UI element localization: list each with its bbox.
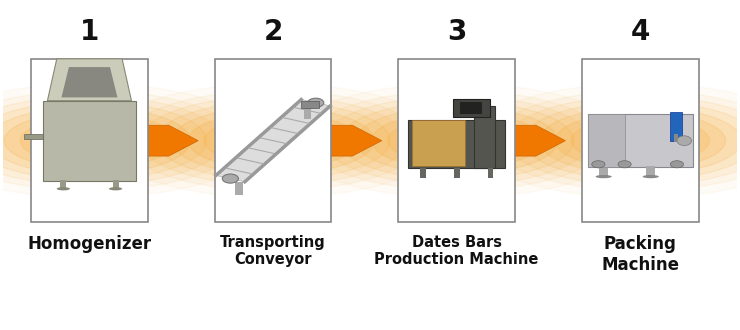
Bar bbox=[674, 134, 678, 142]
Ellipse shape bbox=[670, 161, 684, 168]
Ellipse shape bbox=[188, 112, 358, 169]
Ellipse shape bbox=[0, 91, 238, 191]
FancyBboxPatch shape bbox=[412, 120, 465, 166]
Bar bbox=[303, 106, 311, 119]
Ellipse shape bbox=[587, 123, 693, 158]
FancyBboxPatch shape bbox=[215, 59, 332, 222]
Ellipse shape bbox=[596, 175, 612, 178]
Ellipse shape bbox=[403, 123, 510, 158]
Ellipse shape bbox=[571, 117, 710, 164]
Ellipse shape bbox=[222, 174, 238, 183]
Text: 1: 1 bbox=[80, 18, 99, 46]
Bar bbox=[235, 182, 243, 195]
Ellipse shape bbox=[323, 96, 590, 185]
FancyBboxPatch shape bbox=[31, 59, 148, 222]
Text: 3: 3 bbox=[447, 18, 466, 46]
Ellipse shape bbox=[109, 187, 122, 190]
Ellipse shape bbox=[592, 161, 605, 168]
Bar bbox=[420, 168, 426, 178]
Text: Dates Bars
Production Machine: Dates Bars Production Machine bbox=[374, 235, 539, 267]
FancyBboxPatch shape bbox=[588, 115, 693, 167]
FancyBboxPatch shape bbox=[301, 101, 320, 108]
Ellipse shape bbox=[0, 101, 206, 180]
FancyBboxPatch shape bbox=[670, 112, 682, 141]
Text: Packing
Machine: Packing Machine bbox=[602, 235, 679, 274]
Ellipse shape bbox=[0, 96, 223, 185]
Bar bbox=[488, 168, 494, 178]
Ellipse shape bbox=[172, 107, 374, 175]
Ellipse shape bbox=[36, 123, 143, 158]
FancyBboxPatch shape bbox=[588, 115, 625, 167]
Ellipse shape bbox=[57, 187, 70, 190]
Ellipse shape bbox=[371, 112, 542, 169]
Ellipse shape bbox=[523, 101, 740, 180]
FancyBboxPatch shape bbox=[582, 59, 699, 222]
Ellipse shape bbox=[124, 91, 422, 191]
Ellipse shape bbox=[677, 136, 692, 146]
Ellipse shape bbox=[491, 91, 740, 191]
Ellipse shape bbox=[220, 123, 326, 158]
Text: Transporting
Conveyor: Transporting Conveyor bbox=[221, 235, 326, 267]
Text: 4: 4 bbox=[630, 18, 650, 46]
Bar bbox=[112, 180, 118, 189]
FancyArrow shape bbox=[135, 125, 198, 156]
Bar bbox=[599, 166, 608, 177]
Text: Homogenizer: Homogenizer bbox=[27, 235, 152, 253]
FancyBboxPatch shape bbox=[43, 101, 136, 181]
FancyBboxPatch shape bbox=[398, 59, 515, 222]
Ellipse shape bbox=[204, 117, 343, 164]
Ellipse shape bbox=[507, 96, 740, 185]
Bar bbox=[61, 180, 67, 189]
FancyBboxPatch shape bbox=[474, 106, 495, 168]
Polygon shape bbox=[216, 100, 330, 182]
Ellipse shape bbox=[140, 96, 406, 185]
Ellipse shape bbox=[4, 112, 175, 169]
Bar bbox=[646, 166, 655, 177]
Ellipse shape bbox=[555, 112, 725, 169]
Ellipse shape bbox=[0, 107, 191, 175]
FancyArrow shape bbox=[503, 125, 565, 156]
Ellipse shape bbox=[156, 101, 390, 180]
FancyBboxPatch shape bbox=[460, 102, 482, 114]
Ellipse shape bbox=[308, 98, 324, 107]
FancyArrow shape bbox=[320, 125, 382, 156]
Ellipse shape bbox=[388, 117, 526, 164]
FancyBboxPatch shape bbox=[453, 99, 490, 116]
Ellipse shape bbox=[539, 107, 740, 175]
FancyBboxPatch shape bbox=[24, 134, 43, 139]
FancyBboxPatch shape bbox=[408, 120, 505, 168]
Bar bbox=[454, 168, 460, 178]
Polygon shape bbox=[47, 59, 132, 101]
Ellipse shape bbox=[355, 107, 558, 175]
Polygon shape bbox=[61, 67, 118, 97]
Text: 2: 2 bbox=[263, 18, 283, 46]
Ellipse shape bbox=[340, 101, 574, 180]
Ellipse shape bbox=[20, 117, 158, 164]
Ellipse shape bbox=[642, 175, 659, 178]
Ellipse shape bbox=[618, 161, 631, 168]
Ellipse shape bbox=[308, 91, 606, 191]
